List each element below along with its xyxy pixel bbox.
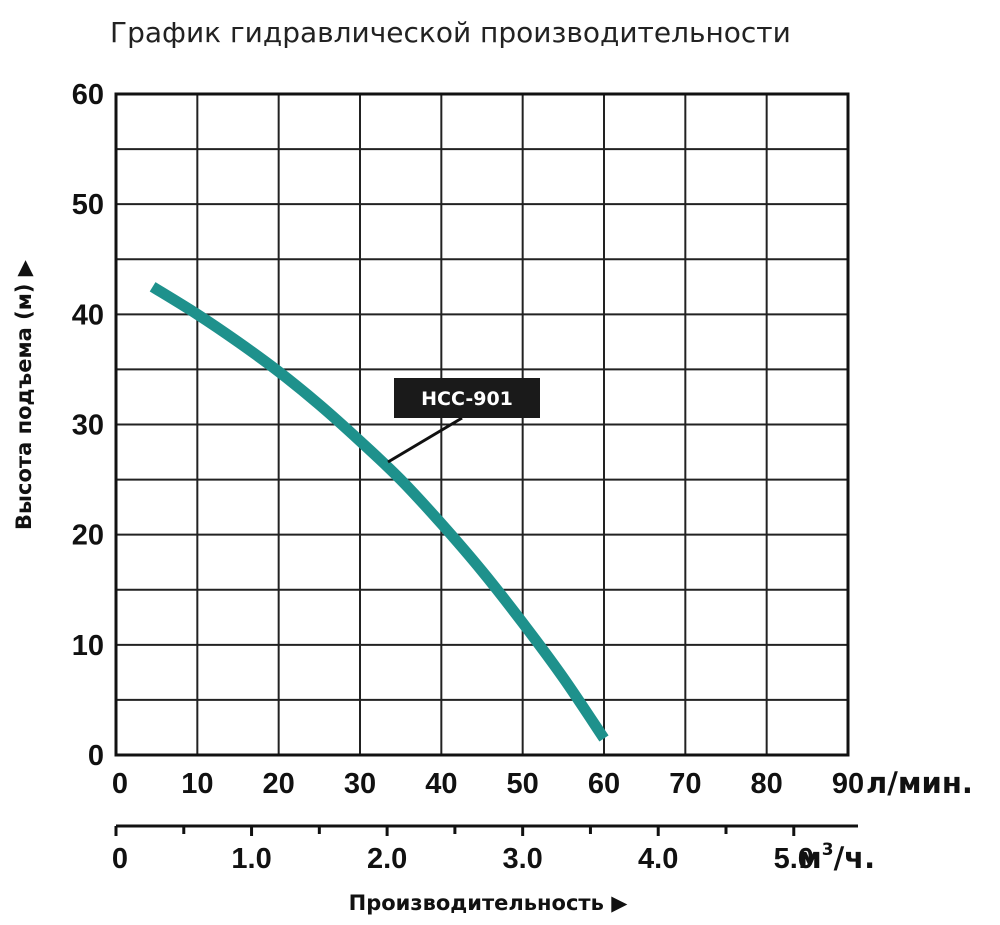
x2-tick-label: 2.0 (367, 843, 407, 875)
series-label-hcc-901: HCC-901 (421, 388, 513, 410)
x-axis-label: Производительность ▶ (349, 891, 629, 915)
x2-tick-label: 4.0 (638, 843, 678, 875)
y-tick-label: 40 (72, 299, 104, 331)
series-label-callout: HCC-901 (387, 378, 540, 464)
x-tick-label: 80 (751, 768, 783, 800)
series-layer (149, 282, 609, 742)
x-tick-label: 0 (112, 768, 128, 800)
y-tick-label: 0 (88, 740, 104, 772)
plot-border (114, 92, 850, 757)
y-tick-label: 30 (72, 410, 104, 442)
y-tick-label: 50 (72, 189, 104, 221)
y-tick-label: 20 (72, 520, 104, 552)
x2-tick-label: 1.0 (231, 843, 271, 875)
x-tick-label: 90 (832, 768, 864, 800)
x-tick-label: 70 (669, 768, 701, 800)
x-tick-label: 40 (425, 768, 457, 800)
x2-unit-label: м3/ч. (798, 840, 875, 875)
x-tick-labels: 0 10 20 30 40 50 60 70 80 90 (112, 768, 864, 800)
x-axis-arrow: ▶ (604, 891, 628, 915)
x-tick-label: 20 (263, 768, 295, 800)
y-axis-arrow: ▶ (12, 259, 36, 283)
x-tick-label: 10 (181, 768, 213, 800)
x-unit-label: л/мин. (866, 766, 973, 800)
y-tick-label: 10 (72, 630, 104, 662)
x-tick-label: 60 (588, 768, 620, 800)
y-axis-label: Высота подъема (м) ▶ (12, 259, 36, 530)
plot-frame (114, 92, 850, 757)
secondary-x-axis: 0 1.0 2.0 3.0 4.0 5.0 (112, 824, 858, 875)
chart-title: График гидравлической производительности (110, 16, 791, 49)
grid (116, 94, 848, 755)
x-tick-label: 50 (507, 768, 539, 800)
y-tick-label: 60 (72, 79, 104, 111)
y-tick-labels: 0 10 20 30 40 50 60 (72, 79, 104, 772)
x2-tick-label: 5.0 (774, 843, 814, 875)
x-tick-label: 30 (344, 768, 376, 800)
series-label-box (394, 378, 540, 418)
series-line-hcc-901 (149, 282, 609, 742)
x2-tick-label: 3.0 (503, 843, 543, 875)
x2-tick-label: 0 (112, 843, 128, 875)
series-label-leader-line (387, 416, 463, 464)
